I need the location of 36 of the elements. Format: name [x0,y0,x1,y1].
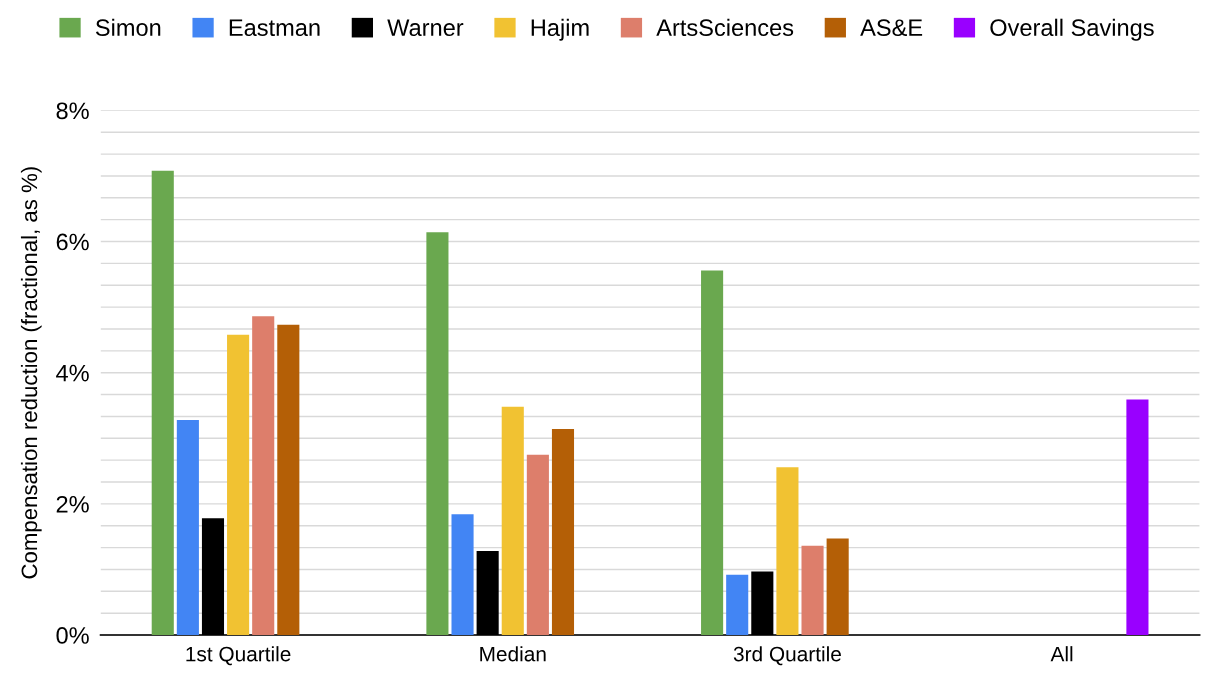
bar [751,571,774,636]
bar [176,419,199,636]
y-tick-label: 6% [56,233,89,251]
bar [252,316,275,636]
legend-label: Warner [387,19,464,37]
bar [1126,399,1149,636]
bar [776,467,799,636]
legend-label: Overall Savings [990,18,1154,41]
y-tick-label: 4% [56,364,89,382]
bar [701,270,724,636]
bar [526,454,549,636]
bar [551,429,575,636]
legend-label: Eastman [229,19,320,37]
bar [227,334,250,636]
legend-label: Hajim [531,18,589,41]
y-tick-label: 0% [56,627,89,644]
legend-label: AS&E [860,19,923,37]
bar [151,170,174,636]
bar [451,514,474,636]
x-tick-label: Median [480,646,546,662]
bar [476,551,499,636]
bar [426,232,449,636]
y-tick-label: 2% [56,495,89,513]
y-axis-title: Compensation reduction (fractional, as %) [20,167,42,579]
bar [277,324,300,636]
x-tick-label: All [1050,646,1073,662]
legend-label: ArtsSciences [656,18,794,37]
y-tick-label: 8% [56,102,89,120]
legend-label: Simon [95,18,161,37]
bar [826,538,849,636]
bar [201,518,225,636]
x-tick-label: 3rd Quartile [733,646,841,666]
x-tick-label: 1st Quartile [186,646,291,666]
bar [501,406,524,636]
bar [726,574,749,636]
bar [801,545,824,636]
